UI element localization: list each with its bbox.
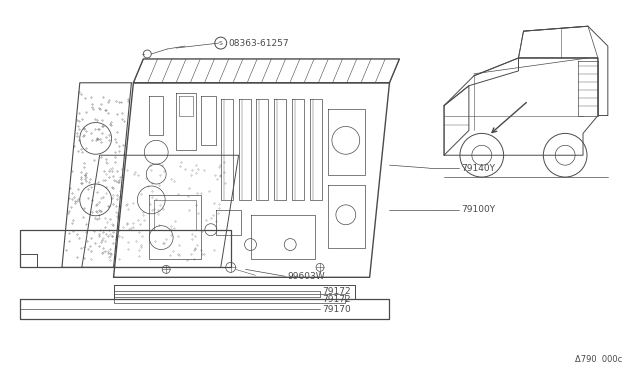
Text: 79172: 79172 bbox=[322, 287, 351, 296]
Text: Δ790  000ϲ: Δ790 000ϲ bbox=[575, 355, 623, 364]
Text: 99603W: 99603W bbox=[287, 272, 325, 281]
Text: 79140Y: 79140Y bbox=[461, 164, 495, 173]
Text: 79172: 79172 bbox=[322, 295, 351, 304]
Text: 08363-61257: 08363-61257 bbox=[228, 39, 289, 48]
Text: 79100Y: 79100Y bbox=[461, 205, 495, 214]
Text: 79170: 79170 bbox=[322, 305, 351, 314]
Text: S: S bbox=[219, 41, 223, 46]
